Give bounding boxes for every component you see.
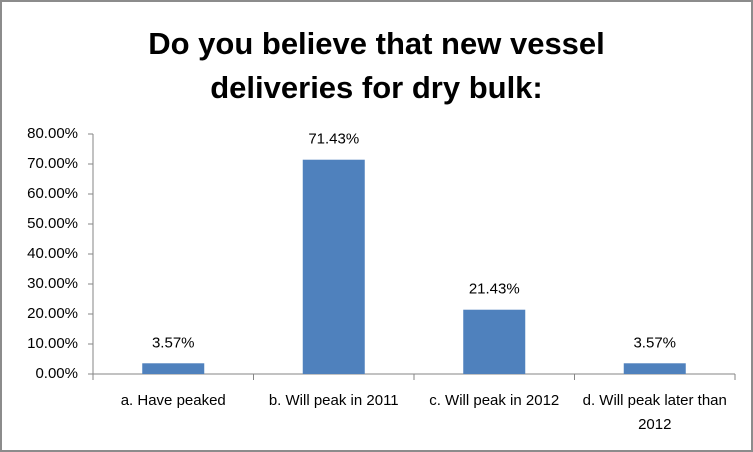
bar (142, 363, 205, 374)
x-tick-label: b. Will peak in 2011 (268, 392, 399, 409)
x-tick-label: c. Will peak in 2012 (429, 392, 560, 409)
bar (302, 159, 365, 374)
y-tick-label: 80.00% (27, 125, 78, 142)
bar (463, 309, 526, 374)
value-label: 21.43% (469, 281, 520, 298)
bar (623, 363, 686, 374)
y-tick-label: 30.00% (27, 275, 78, 292)
y-tick-label: 40.00% (27, 245, 78, 262)
y-tick-label: 70.00% (27, 155, 78, 172)
y-tick-label: 0.00% (35, 365, 78, 382)
value-label: 71.43% (308, 131, 359, 148)
y-tick-label: 50.00% (27, 215, 78, 232)
value-label: 3.57% (633, 334, 676, 351)
y-tick-label: 10.00% (27, 335, 78, 352)
y-tick-label: 60.00% (27, 185, 78, 202)
y-tick-label: 20.00% (27, 305, 78, 322)
value-label: 3.57% (152, 334, 195, 351)
chart-title: Do you believe that new vessel deliverie… (148, 26, 605, 105)
x-tick-label: d. Will peak later than 2012 (582, 392, 727, 433)
x-tick-label: a. Have peaked (120, 392, 226, 409)
